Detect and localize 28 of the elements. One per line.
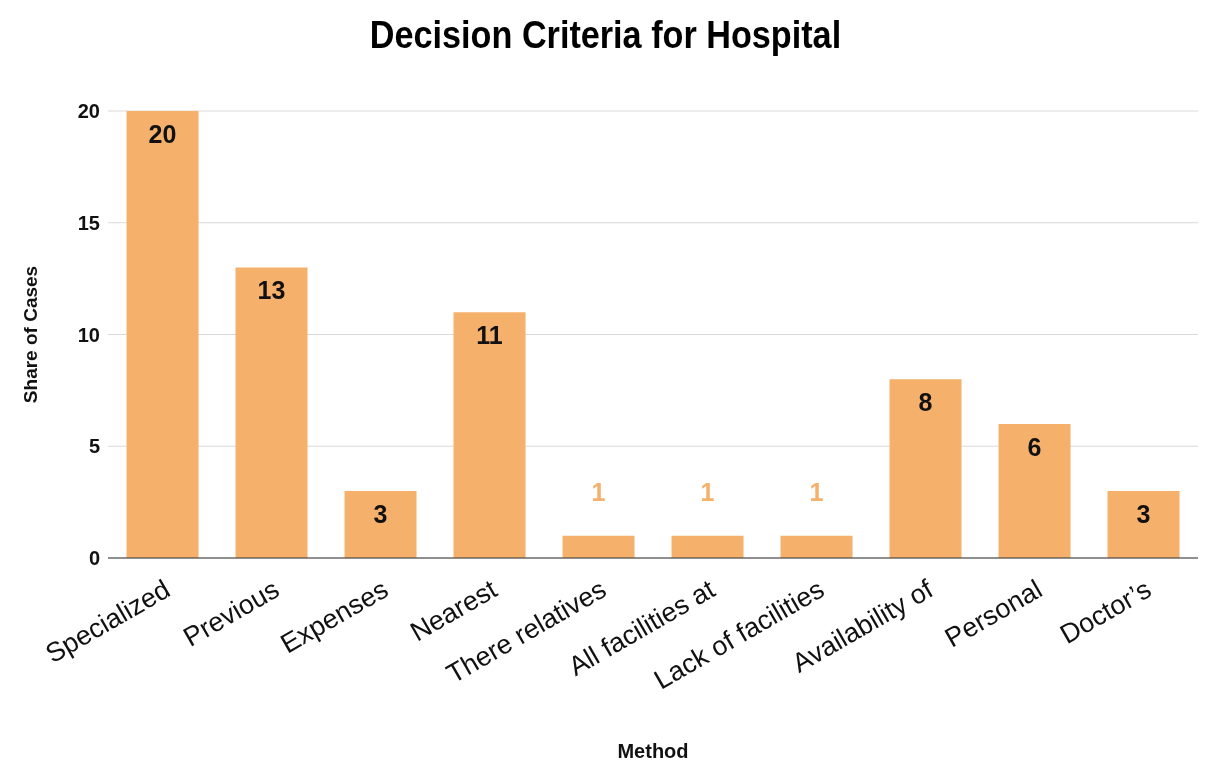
data-label: 1	[591, 477, 606, 506]
data-label: 6	[1027, 432, 1042, 461]
y-tick-label: 0	[88, 547, 100, 570]
bar	[344, 490, 417, 558]
bar	[889, 379, 962, 558]
y-tick-label: 15	[77, 211, 100, 234]
y-axis-title: Share of Cases	[19, 265, 41, 404]
bar	[671, 535, 744, 558]
data-label: 1	[809, 477, 824, 506]
bar	[1107, 490, 1180, 558]
data-label: 11	[476, 321, 503, 350]
bar	[998, 423, 1071, 558]
bar	[235, 267, 308, 558]
data-label: 1	[700, 477, 715, 506]
bar	[126, 111, 199, 558]
y-tick-label: 20	[77, 100, 100, 123]
y-tick-label: 5	[88, 435, 100, 458]
bar	[780, 535, 853, 558]
chart-title: Decision Criteria for Hospital	[368, 13, 843, 58]
bar	[562, 535, 635, 558]
data-label: 3	[1136, 499, 1151, 528]
y-tick-label: 10	[77, 323, 100, 346]
data-label: 20	[148, 120, 177, 148]
data-label: 8	[918, 388, 933, 417]
bar	[453, 312, 526, 558]
data-label: 3	[373, 499, 388, 528]
x-axis-title: Method	[617, 740, 689, 762]
data-label: 13	[257, 276, 286, 305]
